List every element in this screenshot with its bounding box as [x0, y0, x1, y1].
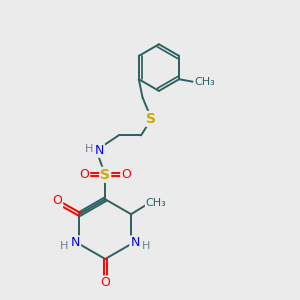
Text: CH₃: CH₃	[146, 199, 166, 208]
Text: N: N	[71, 236, 80, 249]
Text: N: N	[94, 144, 104, 157]
Text: O: O	[100, 276, 110, 290]
Text: S: S	[100, 168, 110, 182]
Text: H: H	[60, 242, 69, 251]
Text: O: O	[121, 168, 131, 181]
Text: H: H	[85, 143, 93, 154]
Text: S: S	[146, 112, 157, 126]
Text: O: O	[52, 194, 62, 207]
Text: H: H	[142, 242, 150, 251]
Text: CH₃: CH₃	[194, 77, 215, 87]
Text: O: O	[80, 168, 89, 181]
Text: N: N	[130, 236, 140, 249]
